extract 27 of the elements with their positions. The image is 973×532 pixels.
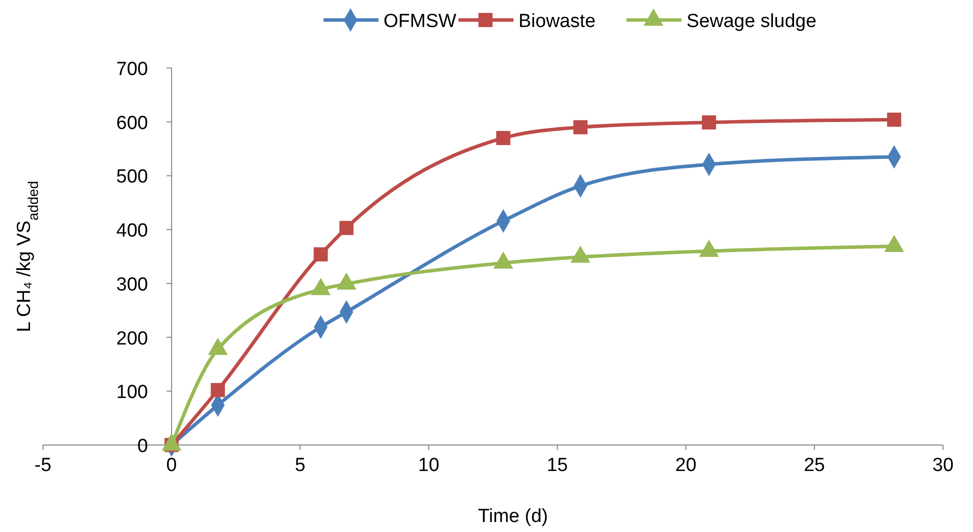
y-tick-label: 0 xyxy=(137,436,148,457)
x-tick-label: 25 xyxy=(804,455,825,476)
point xyxy=(496,130,510,146)
x-tick-label: -5 xyxy=(34,455,52,476)
y-tick-label: 700 xyxy=(116,59,148,80)
x-tick-label: 30 xyxy=(932,455,954,476)
x-tick-label: 20 xyxy=(675,455,696,476)
point xyxy=(339,220,354,236)
y-tick-label: 100 xyxy=(116,382,148,404)
y-tick-label: 400 xyxy=(116,220,148,242)
legend-label: OFMSW xyxy=(384,11,456,32)
point xyxy=(210,382,225,398)
point xyxy=(702,115,716,130)
x-tick-label: 0 xyxy=(166,455,177,476)
y-tick-label: 300 xyxy=(116,274,148,296)
y-tick-label: 600 xyxy=(116,112,148,134)
x-axis-title: Time (d) xyxy=(478,506,548,527)
x-tick-label: 5 xyxy=(294,455,306,476)
legend-label: Sewage sludge xyxy=(686,11,816,32)
x-tick-label: 10 xyxy=(418,455,440,476)
y-tick-label: 200 xyxy=(116,328,148,350)
x-tick-label: 15 xyxy=(546,455,568,476)
legend-label: Biowaste xyxy=(518,11,596,32)
y-tick-label: 500 xyxy=(116,166,148,188)
point xyxy=(573,120,588,134)
point xyxy=(887,112,902,127)
point xyxy=(314,247,328,262)
